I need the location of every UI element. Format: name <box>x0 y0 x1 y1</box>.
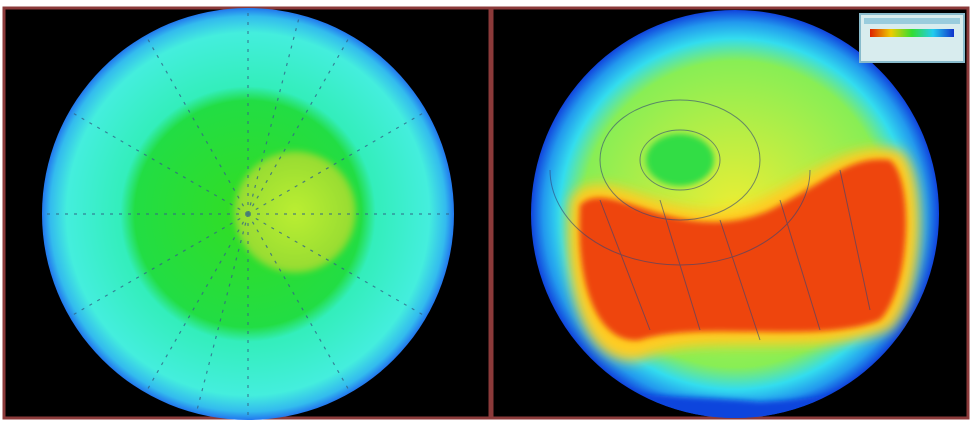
left-core <box>233 150 357 274</box>
visualization <box>0 0 971 421</box>
legend-header <box>864 18 960 24</box>
page <box>0 0 971 421</box>
legend-colorbar <box>870 29 954 37</box>
